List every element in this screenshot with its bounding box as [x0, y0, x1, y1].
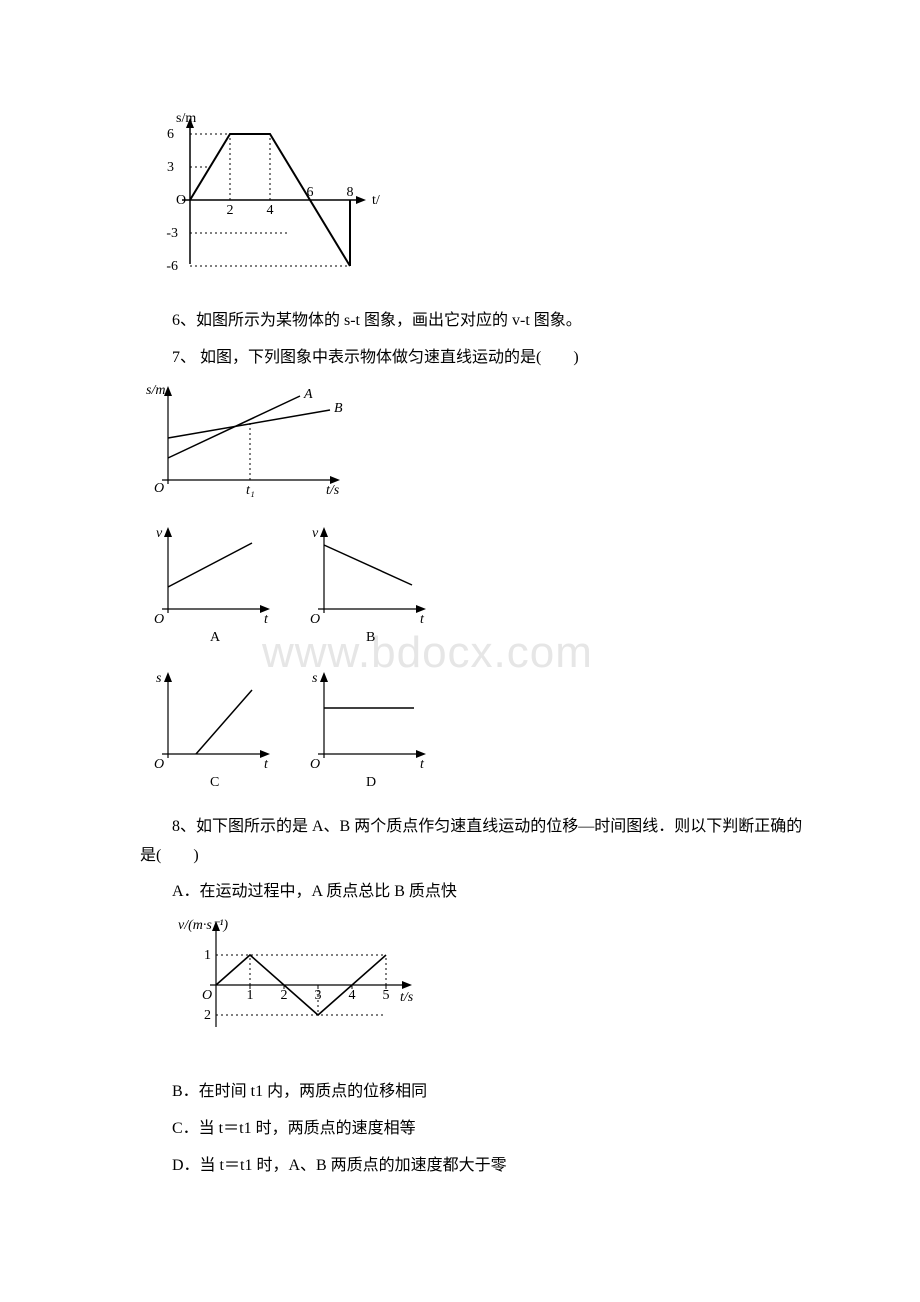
q7-panelD-O: O: [310, 757, 320, 772]
q8-optB: B．在时间 t1 内，两质点的位移相同: [140, 1078, 810, 1107]
q6-origin-label: O: [176, 193, 186, 208]
q7-panelA-y: v: [156, 526, 163, 541]
q8-x-label: t/s: [400, 990, 414, 1005]
q6-ytick-2: -3: [166, 226, 178, 241]
q8-optC: C．当 t＝t1 时，两质点的速度相等: [140, 1115, 810, 1144]
q7-panelC-id: C: [210, 775, 219, 790]
q8-xtick-3: 4: [349, 988, 356, 1003]
q7-panelC-x: t: [264, 757, 269, 772]
q7-top-y-label: s/m: [146, 383, 165, 398]
q7-panelB-O: O: [310, 612, 320, 627]
q6-ytick-0: 6: [167, 127, 174, 142]
q7-top-graph: s/m t/s O t₁ A B: [140, 380, 810, 511]
q7-series-A-label: A: [303, 387, 313, 402]
q8-origin: O: [202, 988, 212, 1003]
q8-text: 8、如下图所示的是 A、B 两个质点作匀速直线运动的位移—时间图线．则以下判断正…: [140, 813, 810, 871]
q7-text: 7、 如图，下列图象中表示物体做匀速直线运动的是( ): [140, 344, 810, 373]
q7-panelA-O: O: [154, 612, 164, 627]
q8-graph: v/(m·s⁻¹) t/s O 1 2 1 2 3 4 5: [172, 915, 810, 1066]
q6-text: 6、如图所示为某物体的 s-t 图象，画出它对应的 v-t 图象。: [140, 307, 810, 336]
q8-xtick-0: 1: [247, 988, 254, 1003]
q7-panel-row-1: v t O A v t O: [140, 523, 810, 656]
q8-ytick-neg-0: 2: [204, 1008, 211, 1023]
q8-xtick-4: 5: [383, 988, 390, 1003]
q8-optD: D．当 t＝t1 时，A、B 两质点的加速度都大于零: [140, 1152, 810, 1181]
q7-panelD-x: t: [420, 757, 425, 772]
q6-x-label: t/s: [372, 193, 380, 208]
q6-xtick-3: 8: [347, 185, 354, 200]
q8-xtick-1: 2: [281, 988, 288, 1003]
q8-optA: A．在运动过程中，A 质点总比 B 质点快: [140, 878, 810, 907]
q7-panelB-x: t: [420, 612, 425, 627]
q7-label: 7、: [172, 349, 196, 366]
q7-panelC-O: O: [154, 757, 164, 772]
q7-panelD-id: D: [366, 775, 376, 790]
q7-series-B-label: B: [334, 401, 343, 416]
q7-panelA-id: A: [210, 630, 221, 645]
q7-body: 如图，下列图象中表示物体做匀速直线运动的是( ): [200, 349, 579, 366]
q7-panelA-x: t: [264, 612, 269, 627]
q6-graph: s/m t/s O 6 3 -3 -6 2 4 6 8: [140, 104, 810, 295]
q6-xtick-1: 4: [267, 203, 274, 218]
q7-panelD-y: s: [312, 671, 318, 686]
q7-panelB-y: v: [312, 526, 319, 541]
q7-top-tick: t₁: [246, 483, 255, 498]
q6-y-label: s/m: [176, 111, 196, 126]
q7-panel-row-2: s t O C s t O: [140, 668, 810, 801]
q7-top-x-label: t/s: [326, 483, 340, 498]
q6-ytick-1: 3: [167, 160, 174, 175]
q8-ytick-pos-0: 1: [204, 948, 211, 963]
q7-panelC-y: s: [156, 671, 162, 686]
q6-ytick-3: -6: [166, 259, 178, 274]
q8-y-label: v/(m·s⁻¹): [178, 918, 228, 933]
q6-xtick-0: 2: [227, 203, 234, 218]
q7-panelB-id: B: [366, 630, 375, 645]
q7-top-origin: O: [154, 481, 164, 496]
